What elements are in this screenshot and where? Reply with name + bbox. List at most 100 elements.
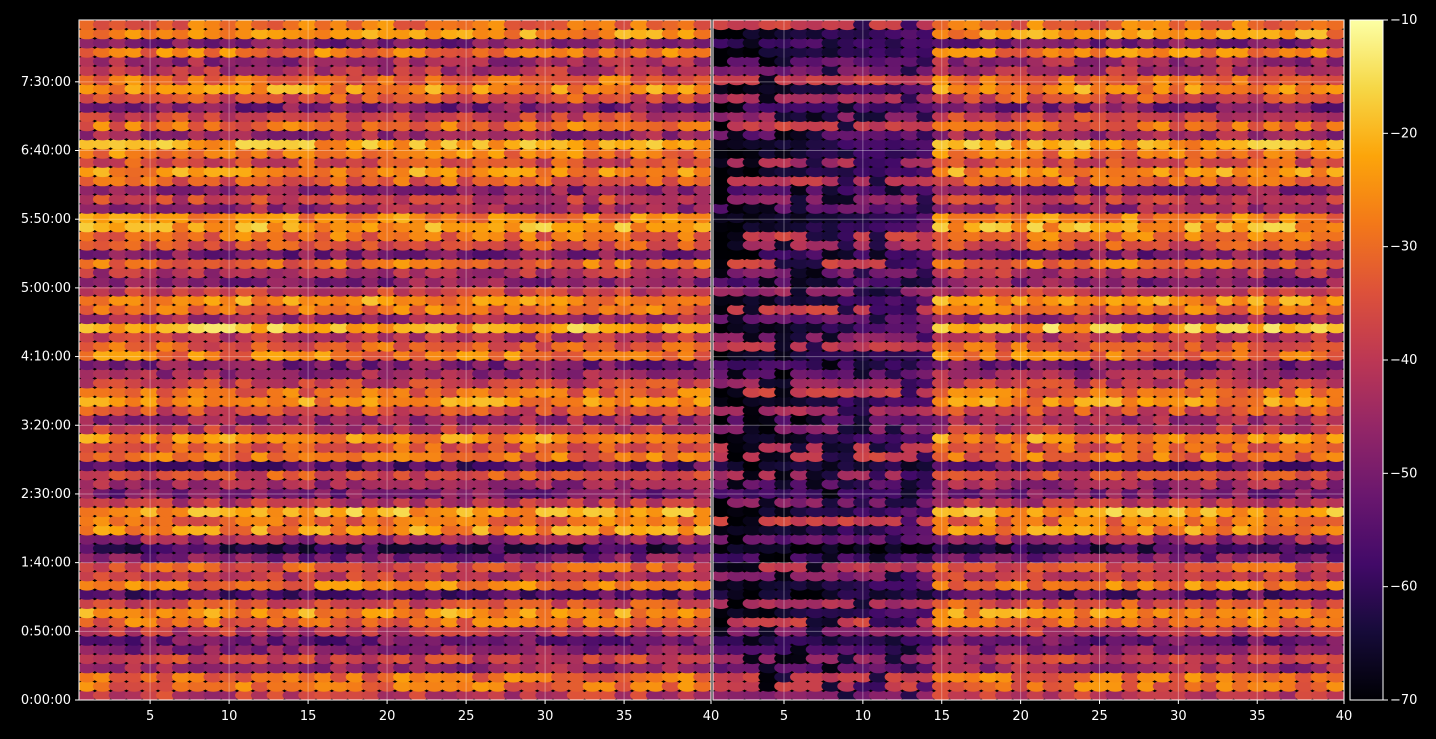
heatmap-cell: [805, 644, 826, 655]
heatmap-cell: [868, 460, 889, 472]
heatmap-cell: [1231, 322, 1252, 334]
heatmap-cell: [979, 285, 999, 297]
heatmap-cell: [1215, 451, 1236, 462]
heatmap-cell: [440, 193, 461, 205]
heatmap-cell: [963, 506, 984, 518]
heatmap-cell: [868, 285, 889, 297]
heatmap-cell: [821, 432, 842, 444]
heatmap-cell: [140, 129, 160, 141]
heatmap-cell: [713, 294, 731, 306]
heatmap-cell: [900, 248, 920, 260]
heatmap-cell: [1231, 496, 1252, 508]
heatmap-cell: [487, 46, 508, 58]
heatmap-cell: [519, 607, 540, 619]
heatmap-cell: [92, 340, 113, 352]
heatmap-cell: [424, 276, 445, 288]
heatmap-cell: [677, 285, 698, 297]
heatmap-cell: [1263, 276, 1283, 288]
heatmap-cell: [566, 561, 587, 573]
heatmap-cell: [1058, 469, 1078, 481]
heatmap-cell: [1042, 579, 1062, 591]
heatmap-cell: [566, 313, 587, 325]
heatmap-cell: [235, 542, 255, 554]
heatmap-cell: [171, 460, 192, 472]
heatmap-cell: [519, 230, 540, 242]
heatmap-cell: [171, 423, 192, 435]
heatmap-cell: [519, 202, 540, 214]
heatmap-cell: [1152, 304, 1173, 315]
heatmap-cell: [1279, 276, 1299, 288]
heatmap-cell: [92, 368, 113, 380]
heatmap-cell: [614, 616, 634, 628]
heatmap-cell: [821, 285, 842, 297]
heatmap-cell: [661, 616, 682, 628]
heatmap-cell: [884, 451, 905, 462]
heatmap-cell: [440, 561, 461, 573]
heatmap-cell: [916, 607, 936, 619]
heatmap-cell: [408, 193, 429, 205]
heatmap-cell: [1121, 542, 1141, 554]
heatmap-cell: [979, 359, 999, 371]
heatmap-cell: [900, 662, 920, 674]
heatmap-cell: [361, 515, 382, 527]
heatmap-cell: [519, 524, 540, 536]
heatmap-cell: [79, 239, 97, 251]
heatmap-cell: [187, 524, 208, 536]
heatmap-cell: [472, 414, 492, 426]
heatmap-cell: [124, 432, 145, 444]
heatmap-cell: [535, 588, 555, 600]
heatmap-cell: [440, 331, 461, 343]
heatmap-cell: [487, 248, 508, 260]
heatmap-cell: [1152, 313, 1173, 325]
heatmap-cell: [884, 533, 905, 545]
heatmap-cell: [519, 111, 540, 122]
heatmap-cell: [582, 101, 603, 113]
heatmap-cell: [377, 515, 397, 527]
heatmap-cell: [235, 451, 255, 462]
heatmap-cell: [472, 221, 492, 233]
heatmap-cell: [1026, 276, 1047, 288]
heatmap-cell: [837, 423, 857, 435]
heatmap-cell: [853, 625, 873, 637]
heatmap-cell: [566, 212, 587, 224]
heatmap-cell: [551, 74, 571, 86]
heatmap-cell: [535, 276, 555, 288]
heatmap-cell: [726, 552, 747, 564]
heatmap-cell: [837, 340, 857, 352]
heatmap-cell: [156, 304, 176, 315]
heatmap-cell: [472, 156, 492, 168]
heatmap-cell: [1058, 258, 1078, 269]
heatmap-cell: [329, 313, 350, 325]
heatmap-cell: [235, 579, 255, 591]
heatmap-cell: [219, 340, 239, 352]
heatmap-cell: [79, 267, 97, 279]
heatmap-cell: [774, 644, 794, 655]
heatmap-cell: [472, 607, 492, 619]
heatmap-cell: [124, 101, 145, 113]
heatmap-cell: [661, 662, 682, 674]
heatmap-cell: [582, 524, 603, 536]
heatmap-cell: [1137, 552, 1157, 564]
heatmap-cell: [503, 414, 524, 426]
heatmap-cell: [677, 598, 698, 609]
heatmap-cell: [79, 46, 97, 58]
heatmap-cell: [1137, 524, 1157, 536]
heatmap-cell: [282, 92, 303, 104]
heatmap-cell: [1042, 460, 1062, 472]
heatmap-cell: [979, 478, 999, 490]
heatmap-cell: [947, 349, 968, 361]
heatmap-cell: [203, 184, 224, 196]
heatmap-cell: [266, 441, 287, 453]
heatmap-cell: [947, 598, 968, 609]
heatmap-cell: [661, 359, 682, 371]
heatmap-cell: [314, 386, 334, 398]
heatmap-cell: [1247, 331, 1267, 343]
heatmap-cell: [837, 616, 857, 628]
heatmap-cell: [1073, 377, 1094, 389]
heatmap-cell: [92, 423, 113, 435]
heatmap-cell: [742, 515, 763, 527]
heatmap-cell: [393, 395, 413, 407]
heatmap-cell: [995, 304, 1015, 315]
heatmap-cell: [1121, 506, 1141, 518]
heatmap-cell: [345, 469, 366, 481]
